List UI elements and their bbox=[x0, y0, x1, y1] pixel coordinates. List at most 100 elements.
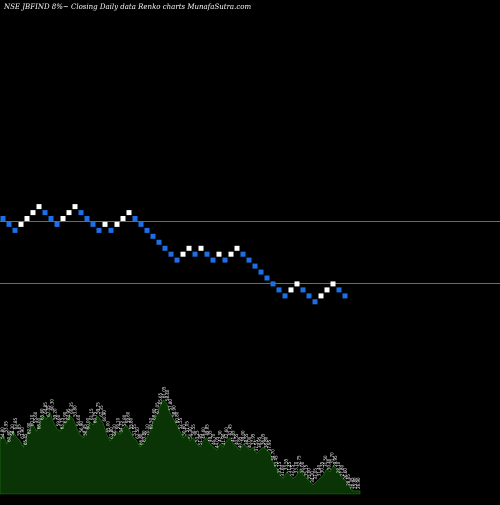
volume-value-label: 31.45 bbox=[287, 461, 292, 473]
volume-value-label: 26.60 bbox=[343, 468, 348, 480]
volume-value-label: 59.10 bbox=[115, 417, 120, 429]
renko-brick-down bbox=[6, 221, 12, 227]
renko-brick-up bbox=[120, 216, 126, 221]
renko-brick-down bbox=[168, 251, 174, 257]
renko-brick-up bbox=[288, 287, 294, 293]
volume-value-label: 63.75 bbox=[59, 417, 64, 429]
volume-labels: 54.8053.9560.6058.2063.8555.6563.9065.45… bbox=[0, 386, 361, 489]
volume-value-label: 38.55 bbox=[244, 433, 249, 445]
renko-brick-up bbox=[186, 245, 192, 251]
renko-brick-down bbox=[336, 287, 342, 293]
volume-value-label: 38.80 bbox=[264, 436, 269, 448]
renko-brick-down bbox=[54, 221, 60, 227]
volume-value-label: 42.60 bbox=[224, 427, 229, 439]
renko-brick-down bbox=[246, 257, 252, 263]
volume-value-label: 53.80 bbox=[73, 405, 78, 417]
volume-value-label: 54.80 bbox=[0, 427, 5, 439]
volume-value-label: 58.40 bbox=[165, 389, 170, 401]
renko-brick-up bbox=[60, 216, 66, 221]
volume-value-label: 26.45 bbox=[349, 477, 354, 489]
volume-value-label: 41.90 bbox=[221, 433, 226, 445]
volume-value-label: 31.70 bbox=[330, 452, 335, 464]
volume-value-label: 58.45 bbox=[82, 424, 87, 436]
volume-value-label: 30.35 bbox=[320, 461, 325, 473]
volume-area-shape bbox=[0, 399, 361, 495]
volume-value-label: 60.80 bbox=[175, 411, 180, 423]
volume-value-label: 65.65 bbox=[158, 392, 163, 404]
renko-brick-up bbox=[216, 251, 222, 257]
volume-value-label: 50.60 bbox=[181, 424, 186, 436]
renko-brick-down bbox=[108, 227, 114, 233]
volume-value-label: 55.65 bbox=[17, 424, 22, 436]
volume-value-label: 58.20 bbox=[10, 424, 15, 436]
volume-value-label: 63.90 bbox=[20, 427, 25, 439]
volume-value-label: 60.10 bbox=[30, 414, 35, 426]
volume-value-label: 68.60 bbox=[152, 408, 157, 420]
volume-value-label: 31.60 bbox=[280, 464, 285, 476]
volume-value-label: 37.55 bbox=[254, 439, 259, 451]
renko-brick-down bbox=[12, 227, 18, 233]
volume-value-label: 31.50 bbox=[323, 455, 328, 467]
volume-value-label: 60.75 bbox=[92, 411, 97, 423]
volume-value-label: 63.80 bbox=[142, 430, 147, 442]
volume-value-label: 64.95 bbox=[66, 408, 71, 420]
volume-value-label: 38.95 bbox=[257, 436, 262, 448]
volume-value-label: 64.85 bbox=[43, 402, 48, 414]
volume-value-label: 33.75 bbox=[290, 464, 295, 476]
volume-value-label: 33.05 bbox=[313, 468, 318, 480]
renko-brick-up bbox=[72, 204, 78, 210]
volume-value-label: 51.85 bbox=[198, 433, 203, 445]
volume-value-label: 59.60 bbox=[56, 414, 61, 426]
renko-brick-up bbox=[30, 210, 36, 216]
volume-value-label: 70.10 bbox=[145, 424, 150, 436]
volume-value-label: 41.45 bbox=[227, 424, 232, 436]
volume-value-label: 29.95 bbox=[333, 455, 338, 467]
volume-value-label: 54.80 bbox=[122, 414, 127, 426]
renko-brick-up bbox=[102, 221, 108, 227]
renko-brick-up bbox=[180, 251, 186, 257]
renko-brick-up bbox=[126, 210, 132, 216]
renko-brick-up bbox=[66, 210, 72, 216]
volume-value-label: 61.05 bbox=[162, 386, 167, 398]
volume-value-label: 60.60 bbox=[7, 430, 12, 442]
renko-brick-down bbox=[0, 216, 6, 221]
renko-brick-down bbox=[150, 233, 156, 239]
volume-value-label: 66.10 bbox=[112, 424, 117, 436]
volume-value-label: 50.30 bbox=[188, 427, 193, 439]
renko-brick-down bbox=[222, 257, 228, 263]
renko-brick-down bbox=[210, 257, 216, 263]
volume-value-label: 53.25 bbox=[195, 430, 200, 442]
volume-value-label: 52.55 bbox=[178, 417, 183, 429]
renko-brick-down bbox=[96, 227, 102, 233]
renko-brick-up bbox=[198, 245, 204, 251]
volume-value-label: 50.55 bbox=[191, 424, 196, 436]
volume-value-label: 55.60 bbox=[33, 411, 38, 423]
volume-value-label: 58.90 bbox=[171, 405, 176, 417]
volume-value-label: 65.45 bbox=[23, 433, 28, 445]
volume-value-label: 53.95 bbox=[3, 421, 8, 433]
renko-brick-up bbox=[114, 221, 120, 227]
volume-value-label: 30.40 bbox=[326, 458, 331, 470]
renko-brick-down bbox=[156, 239, 162, 245]
renko-brick-down bbox=[300, 287, 306, 293]
renko-brick-down bbox=[306, 293, 312, 299]
renko-brick-down bbox=[78, 210, 84, 216]
volume-value-label: 28.10 bbox=[336, 461, 341, 473]
renko-brick-down bbox=[204, 251, 210, 257]
volume-value-label: 61.35 bbox=[99, 405, 104, 417]
renko-brick-down bbox=[138, 221, 144, 227]
volume-value-label: 33.45 bbox=[274, 455, 279, 467]
renko-brick-down bbox=[132, 216, 138, 221]
volume-value-label: 33.55 bbox=[284, 458, 289, 470]
volume-value-label: 36.05 bbox=[260, 433, 265, 445]
volume-value-label: 68.00 bbox=[36, 417, 41, 429]
volume-value-label: 55.80 bbox=[129, 417, 134, 429]
volume-value-label: 65.60 bbox=[40, 408, 45, 420]
volume-value-label: 35.15 bbox=[277, 461, 282, 473]
volume-value-label: 28.65 bbox=[346, 474, 351, 486]
volume-value-label: 60.90 bbox=[102, 410, 107, 422]
renko-brick-down bbox=[84, 216, 90, 221]
renko-brick-down bbox=[258, 269, 264, 275]
volume-value-label: 67.05 bbox=[155, 402, 160, 414]
